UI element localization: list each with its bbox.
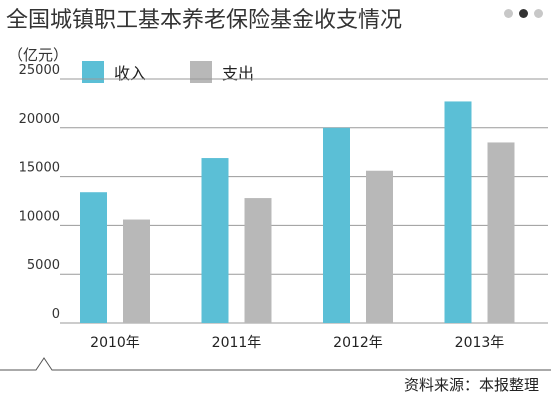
y-tick-label: 20000 [19,112,60,127]
y-tick-label: 25000 [19,63,60,78]
x-tick-label: 2013年 [455,335,505,351]
legend-item-expense: 支出 [190,60,254,84]
legend-item-income: 收入 [82,60,146,84]
chart-title: 全国城镇职工基本养老保险基金收支情况 [6,8,403,33]
page-indicator [504,9,543,18]
y-tick-label: 10000 [19,209,60,224]
page-dot[interactable] [519,9,528,18]
y-tick-label: 5000 [27,258,60,273]
legend-swatch-income [82,61,104,83]
bar-expense [244,198,272,323]
x-tick-label: 2011年 [212,335,262,351]
y-tick-label: 0 [52,307,60,322]
x-tick-label: 2012年 [333,335,383,351]
legend-label-expense: 支出 [222,64,255,83]
x-tick-label: 2010年 [90,335,140,351]
bar-expense [366,170,393,323]
page-dot[interactable] [534,9,543,18]
data-source: 资料来源：本报整理 [403,376,539,394]
bar-expense [123,219,150,323]
page-dot[interactable] [504,9,513,18]
bar-income [201,158,229,323]
y-tick-label: 15000 [19,161,60,176]
legend-swatch-expense [190,61,212,83]
bar-income [323,127,350,323]
baseline-divider [0,357,551,371]
bar-expense [487,142,515,323]
bar-income [80,192,107,323]
bar-income [444,101,472,323]
y-axis-unit: （亿元） [8,46,69,64]
legend-label-income: 收入 [114,64,147,83]
